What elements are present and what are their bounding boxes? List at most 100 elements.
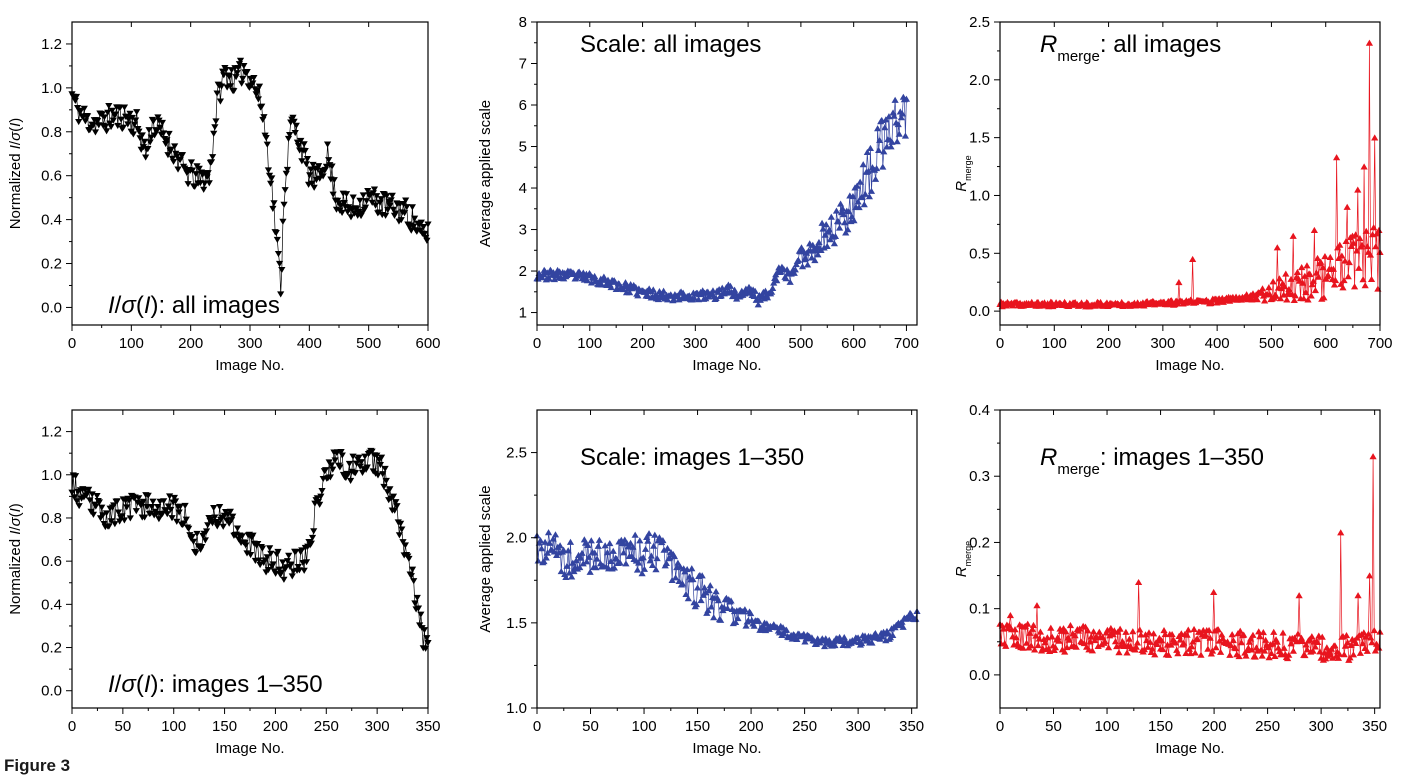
data-point <box>119 124 127 131</box>
data-point <box>316 175 324 182</box>
data-point <box>101 123 110 130</box>
data-point <box>825 226 833 233</box>
data-point <box>1095 628 1103 635</box>
data-point <box>881 124 889 131</box>
data-point <box>793 635 801 642</box>
data-point <box>651 531 659 538</box>
series-markers <box>533 93 911 308</box>
data-point <box>146 139 154 146</box>
data-point <box>1266 291 1274 298</box>
data-point <box>572 556 580 564</box>
y-axis-label: Rmerge <box>953 155 973 191</box>
data-point <box>340 200 348 207</box>
data-point <box>313 495 321 502</box>
data-point <box>401 542 409 549</box>
data-point <box>1215 637 1224 644</box>
data-point <box>751 287 759 294</box>
data-point <box>1318 633 1326 640</box>
data-point <box>413 594 421 602</box>
data-point <box>132 117 140 124</box>
data-point <box>1365 39 1374 46</box>
data-point <box>363 198 371 205</box>
data-point <box>672 574 680 581</box>
data-point <box>610 564 618 571</box>
data-point <box>376 199 384 206</box>
x-tick-label: 500 <box>1259 335 1284 352</box>
series-markers <box>68 57 432 298</box>
data-point <box>607 557 615 565</box>
x-tick-label: 0 <box>533 718 541 735</box>
data-point <box>249 80 257 87</box>
data-point <box>338 452 346 459</box>
plot-frame <box>536 21 918 326</box>
data-point <box>1232 645 1240 652</box>
data-point <box>1051 644 1060 651</box>
data-point <box>171 498 180 505</box>
data-point <box>1285 285 1293 293</box>
x-tick-label: 50 <box>115 718 132 735</box>
data-point <box>650 542 658 549</box>
data-point <box>1006 612 1014 619</box>
data-point <box>1160 626 1168 634</box>
data-point <box>102 128 111 135</box>
data-point <box>780 630 788 637</box>
y-tick-label: 4 <box>519 180 527 197</box>
data-point <box>213 90 221 97</box>
data-point <box>209 154 217 161</box>
data-point <box>1226 651 1234 658</box>
data-point <box>1265 654 1273 661</box>
data-point <box>386 486 394 493</box>
data-point <box>155 117 163 124</box>
data-point <box>310 184 318 191</box>
data-point <box>1141 631 1150 638</box>
data-point <box>1371 134 1379 141</box>
data-point <box>1370 626 1378 634</box>
data-point <box>616 559 624 566</box>
data-point <box>644 537 652 544</box>
data-point <box>850 217 858 224</box>
x-tick-label: 100 <box>161 718 186 735</box>
data-point <box>168 515 176 522</box>
data-point <box>1212 644 1220 651</box>
panel-title: I/σ(I): images 1–350 <box>108 671 323 698</box>
data-point <box>840 211 848 218</box>
data-point <box>1352 231 1360 238</box>
data-point <box>858 193 866 201</box>
data-point <box>200 186 208 193</box>
data-point <box>274 250 283 258</box>
data-point <box>116 518 124 525</box>
data-point <box>381 465 389 472</box>
data-point <box>583 277 592 284</box>
data-point <box>591 549 599 556</box>
data-point <box>263 554 271 561</box>
data-point <box>269 561 277 568</box>
data-point <box>1026 629 1034 636</box>
data-point <box>414 605 423 612</box>
data-point <box>306 172 314 179</box>
data-point <box>1281 283 1289 290</box>
data-point <box>331 457 339 464</box>
data-point <box>643 533 651 541</box>
data-point <box>100 114 108 121</box>
data-point <box>1251 653 1259 660</box>
data-point <box>347 214 355 221</box>
data-point <box>1316 648 1324 655</box>
data-point <box>356 463 364 470</box>
y-tick-label: 0.6 <box>41 168 62 185</box>
data-point <box>1359 276 1367 283</box>
data-point <box>379 471 387 478</box>
data-point <box>239 75 247 83</box>
data-point <box>249 532 257 539</box>
data-point <box>1072 643 1080 650</box>
x-tick-label: 200 <box>1096 335 1121 352</box>
data-point <box>1229 637 1237 644</box>
data-point <box>1032 632 1040 639</box>
data-point <box>809 241 817 248</box>
data-point <box>192 550 200 557</box>
data-point <box>1265 284 1273 291</box>
panel-isigma-all: 0 100 200 300 400 500 600 0.0 0.2 0.4 0.6 0.8 1.0 1.2… <box>7 21 441 374</box>
data-point <box>646 288 654 295</box>
data-point <box>823 242 831 250</box>
x-tick-label: 300 <box>683 335 708 352</box>
data-point <box>1244 644 1252 651</box>
